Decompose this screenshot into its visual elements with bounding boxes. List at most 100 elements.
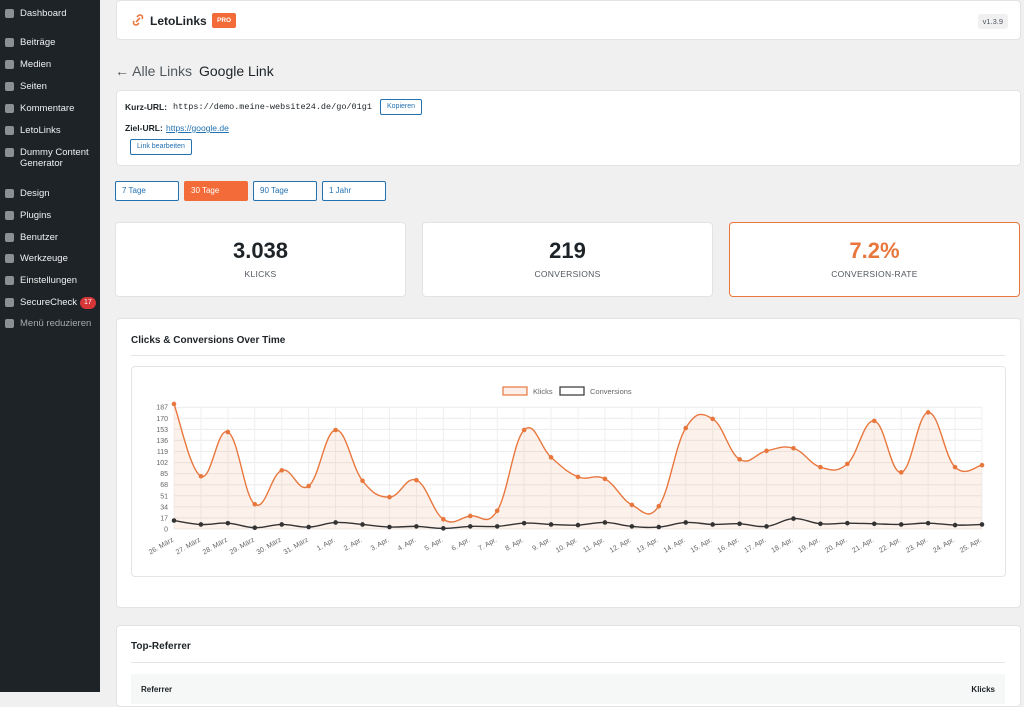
point [333,520,338,525]
x-tick-label: 30. März [256,536,284,556]
y-tick-label: 51 [160,493,168,500]
menu-item[interactable]: Kommentare [5,103,98,114]
menu-icon [5,126,14,135]
point [952,522,958,528]
menu-icon [5,104,14,113]
menu-icon [5,9,14,18]
menu-item[interactable]: Benutzer [5,232,98,243]
column-header: Klicks [971,685,995,694]
menu-item[interactable]: SecureCheck [5,297,98,308]
info-card: Kurz-URL: https://demo.meine-website24.d… [116,90,1021,166]
chart-title: Clicks & Conversions Over Time [131,335,286,346]
menu-item[interactable]: Menü reduzieren [5,318,98,329]
menu-item[interactable]: Werkzeuge [5,253,98,264]
pro-badge: PRO [212,13,237,28]
menu-icon [5,319,14,328]
x-tick-label: 15. Apr. [690,537,714,555]
point [225,429,231,435]
back-link[interactable]: ← Alle Links [115,63,193,79]
point [333,427,338,433]
range-button[interactable]: 1 Jahr [322,181,386,201]
point [845,461,850,467]
point [441,516,446,522]
target-label: Ziel-URL: [125,123,163,133]
point [871,418,877,424]
stat-label: CONVERSIONS [534,269,601,279]
range-button[interactable]: 30 Tage [184,181,248,201]
point [494,508,500,514]
point [279,522,285,527]
divider [131,662,1005,663]
y-tick-label: 34 [160,504,168,511]
point [602,476,608,482]
stat-label: CONVERSION-RATE [831,269,918,279]
x-tick-label: 16. Apr. [717,537,741,555]
x-tick-label: 26. März [148,536,176,556]
stat-card: 219 CONVERSIONS [422,222,713,297]
x-tick-label: 23. Apr. [905,537,929,555]
point [629,524,635,529]
point [737,521,742,527]
menu-item[interactable]: Seiten [5,81,98,92]
chart: 0 17 34 51 68 85 102 119 136 153 170 187 26. März 27.… [148,386,985,556]
chart-frame [131,366,1006,577]
point [467,513,473,519]
point [656,503,662,509]
point [898,470,904,475]
point [791,516,796,521]
point [925,520,931,526]
menu-icon [5,254,14,263]
point [387,494,392,500]
menu-item[interactable]: Beiträge [5,37,98,48]
x-tick-label: 8. Apr. [504,537,525,553]
range-button[interactable]: 7 Tage [115,181,179,201]
point [548,455,554,460]
menu-item[interactable]: Medien [5,59,98,70]
point [925,410,931,415]
menu-item[interactable]: Plugins [5,210,98,221]
y-tick-label: 170 [156,416,168,423]
point [279,468,285,473]
point [252,525,258,530]
point [764,524,769,529]
x-tick-label: 21. Apr. [851,537,875,555]
point [710,416,715,422]
x-tick-label: 19. Apr. [797,537,821,555]
x-tick-label: 6. Apr. [451,537,472,553]
legend-label: Klicks [533,387,553,396]
point [198,522,204,527]
point [952,464,958,470]
x-tick-label: 22. Apr. [878,537,902,555]
logo-icon [132,14,144,26]
point [306,483,311,489]
x-tick-label: 18. Apr. [770,537,794,555]
x-tick-label: 29. März [229,536,257,556]
menu-item[interactable]: Dummy Content Generator [5,147,98,169]
y-tick-label: 187 [156,405,168,412]
x-tick-label: 10. Apr. [555,537,579,555]
x-tick-label: 25. Apr. [959,537,983,555]
y-tick-label: 119 [157,449,168,456]
point [898,522,904,527]
copy-button[interactable]: Kopieren [380,99,423,115]
x-tick-label: 12. Apr. [609,537,633,555]
menu-item[interactable]: Design [5,188,98,199]
point [414,477,419,483]
y-tick-label: 153 [156,427,168,434]
point [198,473,204,479]
badge: 17 [80,297,96,309]
menu-icon [5,211,14,220]
menu-item[interactable]: Dashboard [5,8,98,19]
point [737,457,742,462]
header-card: LetoLinks PRO v1.3.9 [116,0,1021,40]
point [871,521,877,527]
range-button[interactable]: 90 Tage [253,181,317,201]
stat-value: 219 [549,238,586,263]
target-url[interactable]: https://google.de [166,123,229,133]
point [252,501,258,507]
edit-button[interactable]: Link bearbeiten [130,139,192,155]
menu-item[interactable]: LetoLinks [5,125,98,136]
point [171,518,177,523]
menu-icon [5,60,14,69]
menu-item[interactable]: Einstellungen [5,275,98,286]
